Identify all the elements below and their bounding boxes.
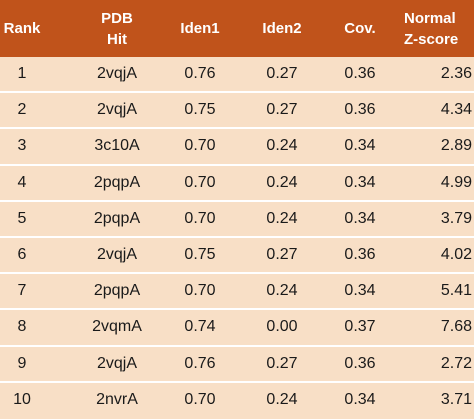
header-pdb-hit: PDB Hit	[70, 0, 164, 57]
cell-pdb-hit: 2vqmA	[92, 318, 142, 336]
table-row: 3 3c10A 0.70 0.24 0.34 2.89	[0, 129, 474, 166]
cell-iden2: 0.24	[266, 390, 298, 408]
cell-pdb-hit: 2vqjA	[96, 354, 138, 372]
table-row: 6 2vqjA 0.75 0.27 0.36 4.02	[0, 238, 474, 275]
cell-pdb-hit: 2vqjA	[96, 245, 138, 263]
cell-cov: 0.37	[344, 318, 376, 336]
cell-cov: 0.34	[344, 282, 376, 300]
cell-iden1: 0.76	[184, 65, 216, 82]
table-row: 7 2pqpA 0.70 0.24 0.34 5.41	[0, 274, 474, 311]
cell-iden1: 0.70	[184, 282, 216, 300]
cell-cov: 0.34	[344, 137, 376, 155]
header-iden1-label: Iden1	[180, 20, 220, 37]
cell-iden1: 0.75	[184, 245, 216, 263]
cell-rank: 8	[17, 318, 27, 336]
table-row: 5 2pqpA 0.70 0.24 0.34 3.79	[0, 202, 474, 238]
cell-pdb-hit: 2vqjA	[96, 101, 138, 119]
header-rank: Rank	[0, 0, 44, 57]
cell-iden1: 0.76	[184, 354, 216, 372]
cell-iden2: 0.24	[266, 209, 298, 227]
table-row: 8 2vqmA 0.74 0.00 0.37 7.68	[0, 310, 474, 347]
cell-rank: 7	[17, 282, 27, 300]
header-pdb-hit-line1: PDB	[101, 9, 133, 27]
table-row: 9 2vqjA 0.76 0.27 0.36 2.72	[0, 347, 474, 383]
header-iden1: Iden1	[166, 0, 234, 57]
cell-iden2: 0.24	[266, 282, 298, 300]
cell-iden1: 0.74	[184, 318, 216, 336]
cell-z-score: 4.99	[440, 173, 472, 191]
cell-rank: 6	[17, 245, 27, 263]
table-row: 4 2pqpA 0.70 0.24 0.34 4.99	[0, 166, 474, 202]
cell-iden2: 0.24	[266, 173, 298, 191]
cell-z-score: 4.02	[440, 245, 472, 263]
cell-z-score: 2.36	[440, 65, 472, 82]
cell-rank: 4	[17, 173, 27, 191]
cell-pdb-hit: 2pqpA	[93, 282, 141, 300]
cell-iden1: 0.75	[184, 101, 216, 119]
header-iden2: Iden2	[248, 0, 316, 57]
cell-pdb-hit: 2nvrA	[96, 390, 138, 408]
cell-cov: 0.36	[344, 354, 376, 372]
cell-pdb-hit: 2vqjA	[96, 65, 138, 82]
cell-iden2: 0.24	[266, 137, 298, 155]
table-body: 1 2vqjA 0.76 0.27 0.36 2.36 2 2vqjA 0.75…	[0, 57, 474, 419]
cell-cov: 0.34	[344, 390, 376, 408]
table-row: 1 2vqjA 0.76 0.27 0.36 2.36	[0, 57, 474, 94]
cell-rank: 2	[17, 101, 27, 119]
cell-cov: 0.34	[344, 173, 376, 191]
cell-rank: 5	[17, 209, 27, 227]
header-z-line2: Z-score	[404, 30, 459, 48]
cell-pdb-hit: 2pqpA	[93, 173, 141, 191]
cell-z-score: 4.34	[440, 101, 472, 119]
cell-iden2: 0.27	[266, 65, 298, 82]
cell-z-score: 3.79	[440, 209, 472, 227]
cell-iden1: 0.70	[184, 209, 216, 227]
cell-z-score: 7.68	[440, 318, 472, 336]
cell-rank: 1	[17, 65, 27, 82]
cell-z-score: 3.71	[440, 390, 472, 408]
header-pdb-hit-line2: Hit	[107, 30, 127, 48]
cell-rank: 3	[17, 137, 27, 155]
cell-rank: 9	[17, 354, 27, 372]
cell-cov: 0.36	[344, 65, 376, 82]
header-cov-label: Cov.	[344, 20, 376, 37]
header-normal-z-score: Normal Z-score	[404, 0, 474, 57]
cell-pdb-hit: 2pqpA	[93, 209, 141, 227]
cell-iden1: 0.70	[184, 137, 216, 155]
cell-cov: 0.36	[344, 101, 376, 119]
cell-cov: 0.34	[344, 209, 376, 227]
cell-cov: 0.36	[344, 245, 376, 263]
header-rank-label: Rank	[3, 20, 41, 37]
cell-z-score: 2.72	[440, 354, 472, 372]
cell-pdb-hit: 3c10A	[94, 137, 140, 155]
cell-iden1: 0.70	[184, 390, 216, 408]
header-iden2-label: Iden2	[262, 20, 302, 37]
cell-z-score: 2.89	[440, 137, 472, 155]
table-header: Rank PDB Hit Iden1 Iden2 Cov. Normal Z-s…	[0, 0, 474, 57]
cell-z-score: 5.41	[440, 282, 472, 300]
cell-rank: 10	[13, 390, 31, 408]
header-cov: Cov.	[326, 0, 394, 57]
table-row: 2 2vqjA 0.75 0.27 0.36 4.34	[0, 93, 474, 130]
table-row: 10 2nvrA 0.70 0.24 0.34 3.71	[0, 383, 474, 419]
header-z-line1: Normal	[404, 9, 456, 27]
cell-iden2: 0.00	[266, 318, 298, 336]
cell-iden1: 0.70	[184, 173, 216, 191]
cell-iden2: 0.27	[266, 101, 298, 119]
cell-iden2: 0.27	[266, 245, 298, 263]
cell-iden2: 0.27	[266, 354, 298, 372]
